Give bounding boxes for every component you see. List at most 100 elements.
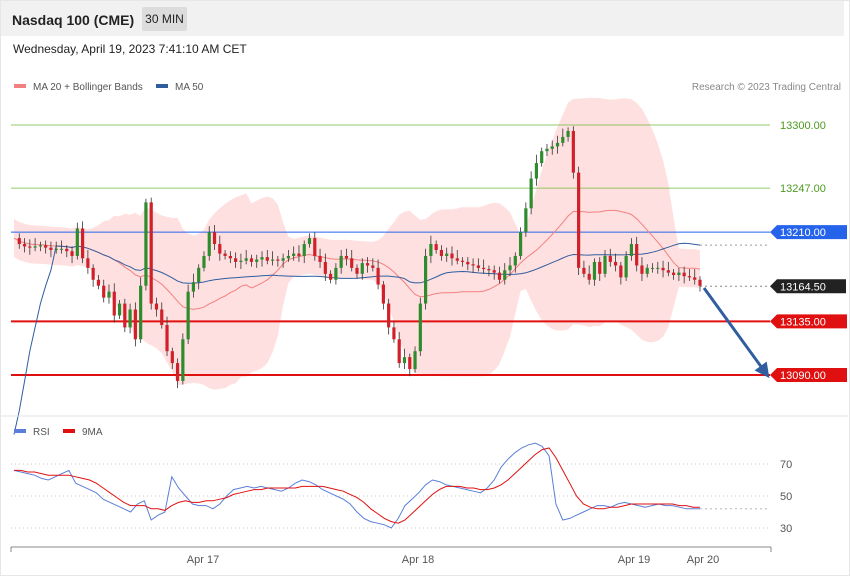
candle-body <box>123 303 127 328</box>
candle-body <box>33 246 37 248</box>
level-tag-13090.00 <box>770 368 847 382</box>
candle-body <box>492 270 496 273</box>
candle-body <box>70 251 74 256</box>
x-tick-label: Apr 20 <box>687 554 719 566</box>
candle-body <box>424 255 428 304</box>
candle-body <box>598 261 602 274</box>
candle-body <box>181 339 185 381</box>
candle-body <box>318 255 322 262</box>
candle-body <box>466 261 470 265</box>
candle-body <box>313 238 317 256</box>
rsi-lines <box>13 442 700 529</box>
projection-arrow <box>702 287 770 379</box>
candle-body <box>640 265 644 274</box>
candle-body <box>687 276 692 278</box>
candle-body <box>339 255 343 268</box>
candle-body <box>175 363 180 381</box>
candle-body <box>239 260 243 262</box>
x-tick-label: Apr 18 <box>402 554 434 566</box>
candle-body <box>376 267 380 285</box>
candle-body <box>355 267 359 274</box>
candle-body <box>218 244 222 254</box>
candle-body <box>154 303 159 310</box>
candle-body <box>281 258 285 261</box>
candle-body <box>329 273 333 280</box>
candle-body <box>96 279 101 286</box>
level-label-13247.00: 13247.00 <box>780 183 826 195</box>
candle-body <box>587 273 591 280</box>
candle-body <box>650 267 655 269</box>
candle-body <box>365 263 370 266</box>
rsi-ma-line <box>14 447 700 524</box>
rsi-gridlines: 70 50 30 <box>11 459 792 535</box>
candle-body <box>635 244 639 266</box>
candle-body <box>629 244 633 256</box>
candle-body <box>255 259 259 262</box>
candle-body <box>508 265 512 271</box>
candle-body <box>344 255 349 259</box>
candle-body <box>302 244 306 256</box>
candle-body <box>418 303 422 352</box>
credit-text: Research © 2023 Trading Central <box>692 82 841 93</box>
candle-body <box>334 267 338 280</box>
candle-body <box>44 245 48 248</box>
candle-body <box>59 248 64 250</box>
candle-body <box>666 270 670 273</box>
candle-body <box>608 255 612 262</box>
chart-header: Nasdaq 100 (CME) 30 MIN <box>1 1 844 36</box>
candle-body <box>397 339 401 364</box>
candle-body <box>112 291 116 316</box>
datetime-stamp: Wednesday, April 19, 2023 7:41:10 AM CET <box>13 42 247 56</box>
candle-body <box>186 291 190 340</box>
candle-body <box>698 279 702 286</box>
candle-body <box>487 269 491 271</box>
candle-body <box>249 258 254 262</box>
candle-body <box>577 172 581 268</box>
rsi-tick-30: 30 <box>780 523 792 535</box>
level-label-13164.50: 13164.50 <box>780 281 826 293</box>
level-label-13210.00: 13210.00 <box>780 227 826 239</box>
candle-body <box>450 253 454 259</box>
candle-body <box>672 272 676 275</box>
ma20-legend-swatch <box>14 84 26 88</box>
rsi-ma-legend-label: 9MA <box>82 427 103 438</box>
level-tag-13210.00 <box>770 225 847 240</box>
candle-body <box>613 261 618 266</box>
candle-body <box>561 136 565 143</box>
candle-body <box>439 250 444 256</box>
candle-body <box>149 202 153 304</box>
candle-body <box>170 351 174 364</box>
candle-body <box>429 244 433 256</box>
candle-body <box>381 284 385 304</box>
instrument-title: Nasdaq 100 (CME) <box>12 12 135 28</box>
candle-body <box>107 291 111 298</box>
candle-body <box>244 258 248 261</box>
candle-body <box>212 232 217 245</box>
candle-body <box>529 178 533 209</box>
x-tick-label: Apr 17 <box>187 554 219 566</box>
candle-body <box>677 272 681 275</box>
candle-body <box>270 259 275 261</box>
candle-body <box>624 255 628 278</box>
candle-body <box>234 258 238 262</box>
candle-body <box>460 260 465 262</box>
level-label-13090.00: 13090.00 <box>780 370 826 382</box>
candle-body <box>28 246 32 248</box>
candle-body <box>408 357 412 370</box>
candle-body <box>555 142 560 147</box>
timeframe-button[interactable]: 30 MIN <box>142 7 187 31</box>
candle-body <box>550 146 554 149</box>
candle-body <box>350 258 354 268</box>
candle-body <box>86 258 90 268</box>
rsi-ma-legend-swatch <box>63 429 75 433</box>
candle-body <box>566 130 570 137</box>
candle-body <box>228 255 232 259</box>
candle-body <box>65 248 69 252</box>
candle-body <box>297 253 301 256</box>
rsi-legend-label: RSI <box>33 427 50 438</box>
candle-body <box>682 272 686 277</box>
candle-body <box>534 163 539 179</box>
candle-body <box>497 272 502 280</box>
candle-body <box>54 248 58 250</box>
